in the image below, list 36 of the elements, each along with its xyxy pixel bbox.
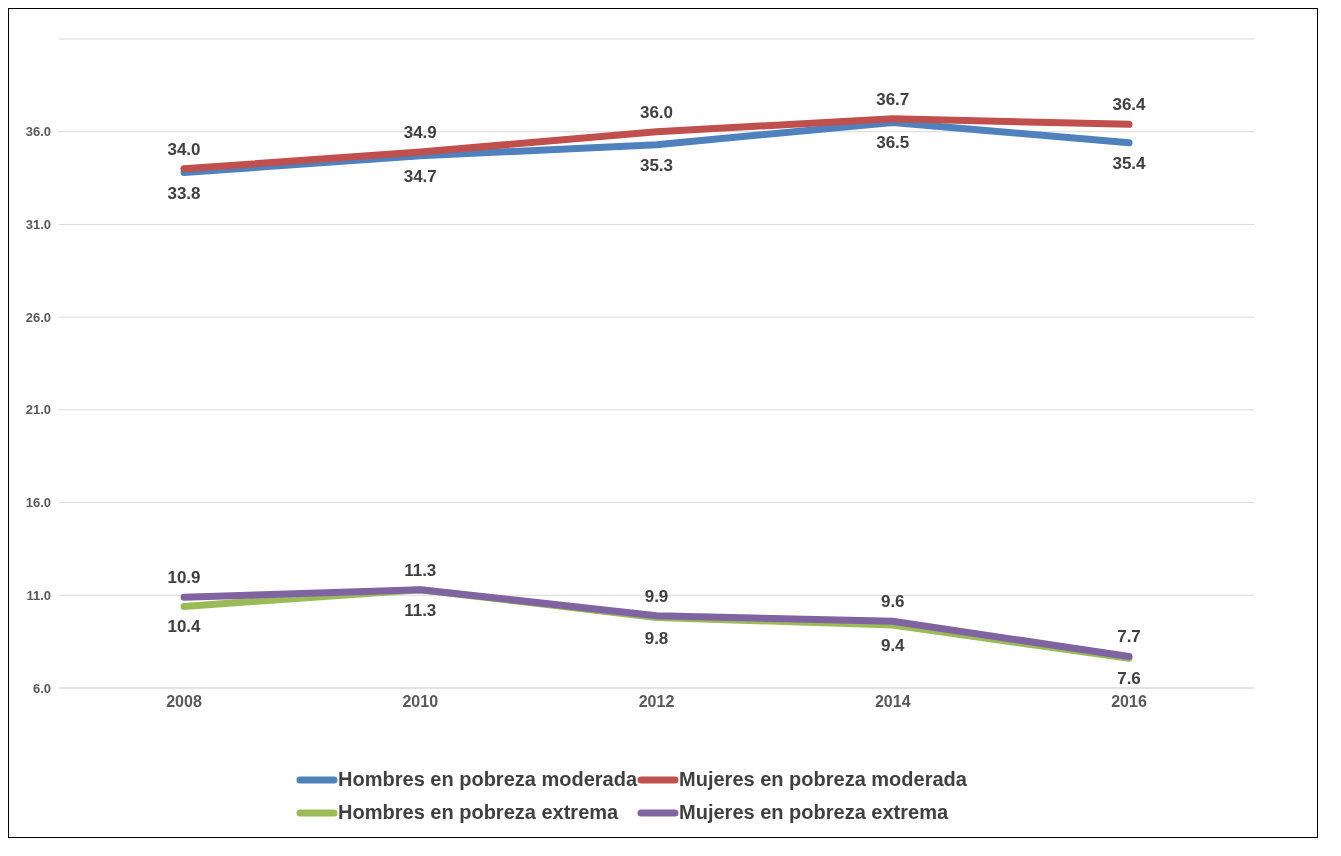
- x-tick-label: 2016: [1111, 693, 1147, 711]
- legend-label: Hombres en pobreza extrema: [338, 801, 619, 824]
- y-tick-label: 36.0: [25, 124, 51, 140]
- legend-label: Mujeres en pobreza extrema: [679, 801, 949, 824]
- x-tick-label: 2014: [874, 693, 911, 711]
- y-tick-label: 31.0: [25, 217, 51, 233]
- y-tick-label: 16.0: [25, 495, 51, 511]
- data-label: 11.3: [404, 600, 437, 620]
- data-label: 35.3: [639, 155, 674, 175]
- data-label: 36.7: [876, 89, 910, 109]
- data-label: 10.9: [167, 568, 201, 588]
- data-label: 9.8: [644, 628, 669, 648]
- data-label: 34.9: [403, 123, 437, 143]
- data-label: 36.4: [1112, 95, 1147, 115]
- data-label: 10.4: [167, 617, 202, 637]
- data-label: 9.6: [880, 592, 905, 612]
- x-tick-label: 2010: [402, 693, 439, 711]
- data-label: 35.4: [1112, 153, 1147, 173]
- data-label: 36.5: [876, 133, 910, 153]
- data-label: 34.7: [403, 166, 437, 186]
- data-label: 7.7: [1117, 627, 1141, 647]
- legend-label: Hombres en pobreza moderada: [338, 768, 638, 791]
- data-label: 34.0: [167, 139, 201, 159]
- data-label: 7.6: [1117, 669, 1141, 689]
- data-label: 11.3: [404, 560, 437, 580]
- y-tick-label: 11.0: [26, 587, 51, 603]
- data-label: 9.4: [880, 635, 906, 655]
- x-tick-label: 2008: [166, 693, 202, 711]
- data-label: 36.0: [639, 102, 674, 122]
- y-tick-label: 21.0: [25, 402, 51, 418]
- data-label: 9.9: [644, 586, 669, 606]
- data-label: 33.8: [167, 183, 201, 203]
- x-tick-label: 2012: [638, 693, 675, 711]
- y-tick-label: 26.0: [25, 309, 51, 325]
- y-tick-label: 6.0: [32, 680, 51, 696]
- legend-label: Mujeres en pobreza moderada: [679, 768, 967, 791]
